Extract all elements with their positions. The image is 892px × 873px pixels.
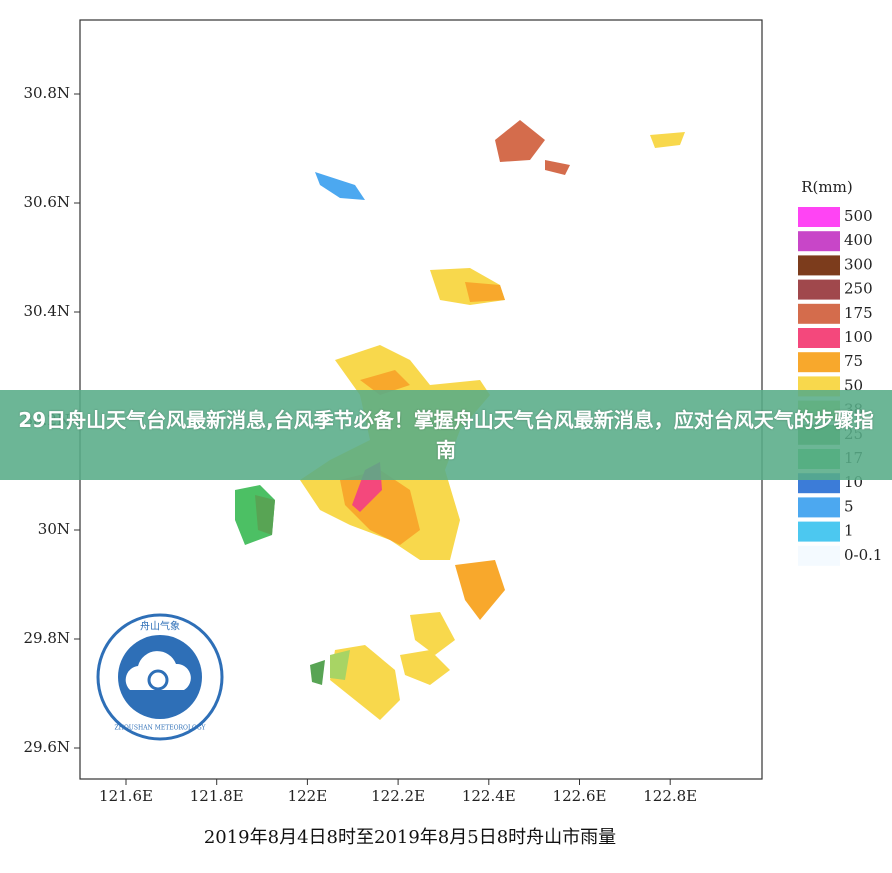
title-banner: 29日舟山天气台风最新消息,台风季节必备！掌握舟山天气台风最新消息，应对台风天气… (0, 390, 892, 480)
legend-label: 400 (844, 231, 873, 249)
map-caption: 2019年8月4日8时至2019年8月5日8时舟山市雨量 (204, 827, 616, 848)
legend-swatch (798, 545, 840, 566)
y-axis-label: 29.8N (23, 629, 70, 647)
island (255, 495, 275, 535)
legend-swatch (798, 328, 840, 348)
x-axis-label: 122E (288, 787, 328, 805)
island (315, 172, 365, 200)
island (495, 120, 545, 162)
y-axis-label: 30.6N (23, 193, 70, 211)
legend-label: 5 (844, 497, 854, 515)
legend-swatch (798, 207, 840, 227)
island (545, 160, 570, 175)
logo-text: ZHOUSHAN METEOROLOGY (114, 725, 206, 732)
legend-label: 250 (844, 280, 873, 298)
legend-swatch (798, 279, 840, 300)
legend-swatch (798, 521, 840, 542)
island (410, 612, 455, 655)
y-axis-label: 30.8N (23, 84, 70, 102)
x-axis-label: 121.8E (190, 787, 244, 805)
x-axis-label: 122.4E (462, 787, 516, 805)
y-axis-label: 29.6N (23, 738, 70, 756)
legend-swatch (798, 303, 840, 324)
banner-title: 29日舟山天气台风最新消息,台风季节必备！掌握舟山天气台风最新消息，应对台风天气… (18, 408, 874, 462)
legend-label: 1 (844, 522, 854, 540)
island (400, 650, 450, 685)
legend-swatch (798, 231, 840, 252)
legend-label: 100 (844, 328, 873, 346)
legend-label: 50 (844, 376, 863, 394)
legend-swatch (798, 497, 840, 518)
x-axis-label: 122.2E (371, 787, 425, 805)
x-axis-label: 121.6E (99, 787, 153, 805)
island (330, 650, 350, 680)
y-axis-label: 30N (38, 520, 70, 538)
island (360, 370, 410, 395)
legend-title: R(mm) (801, 178, 852, 196)
island (650, 132, 685, 148)
island (465, 282, 505, 302)
legend-label: 75 (844, 352, 863, 370)
island (455, 560, 505, 620)
x-axis-label: 122.8E (643, 787, 697, 805)
logo: 舟山气象 ZHOUSHAN METEOROLOGY (96, 613, 224, 741)
legend-label: 500 (844, 207, 873, 225)
island (310, 660, 325, 685)
legend-label: 175 (844, 304, 873, 322)
x-axis-label: 122.6E (553, 787, 607, 805)
legend-swatch (798, 352, 840, 373)
y-axis-label: 30.4N (23, 302, 70, 320)
legend-label: 300 (844, 255, 873, 273)
logo-text: 舟山气象 (140, 620, 180, 633)
legend-label: 0-0.1 (844, 546, 882, 564)
logo-swirl (147, 669, 169, 691)
legend-swatch (798, 255, 840, 276)
